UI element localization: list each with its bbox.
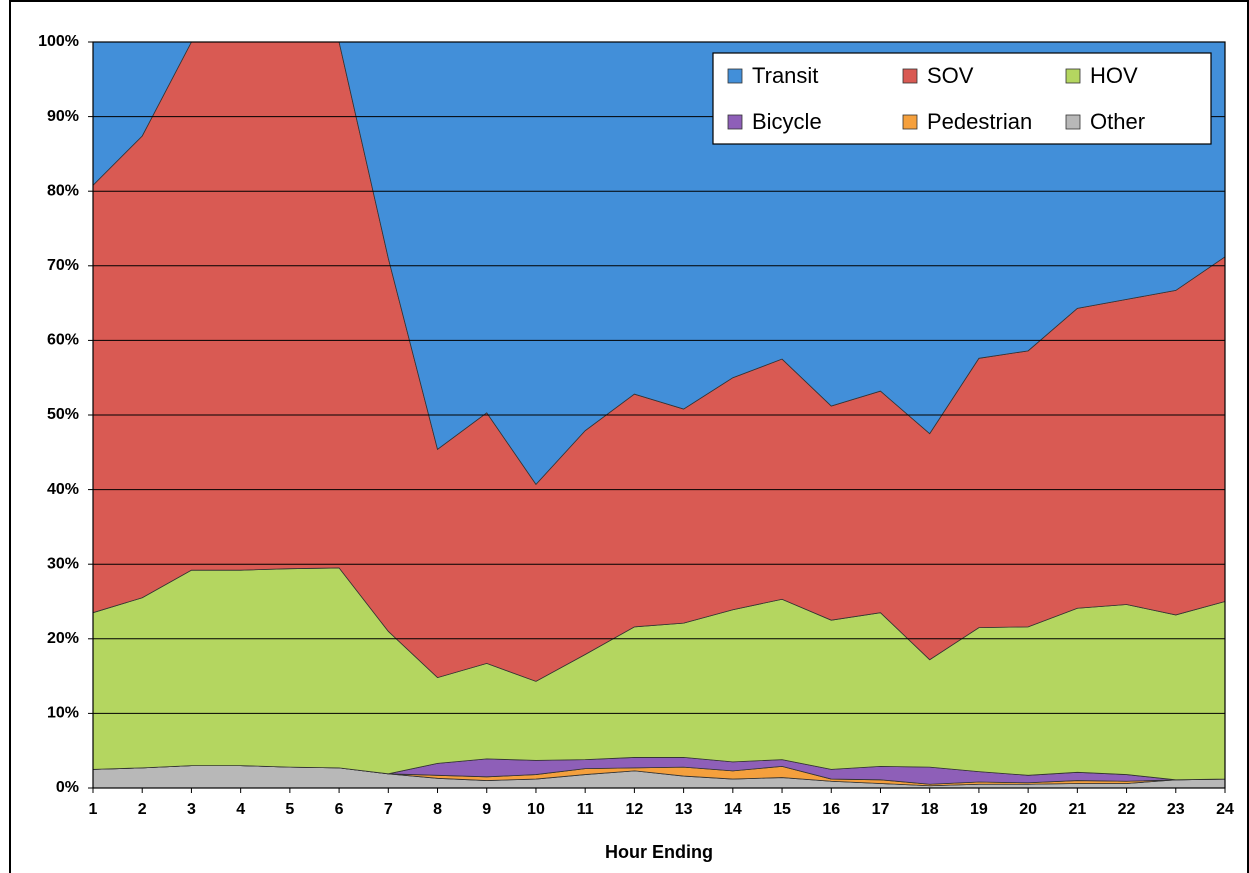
x-tick-label: 18 bbox=[921, 801, 939, 818]
x-tick-label: 22 bbox=[1118, 801, 1136, 818]
x-tick-label: 3 bbox=[187, 801, 196, 818]
y-tick-label: 60% bbox=[47, 332, 79, 349]
x-tick-label: 9 bbox=[482, 801, 491, 818]
legend-label: Bicycle bbox=[752, 109, 822, 134]
y-tick-label: 0% bbox=[56, 779, 79, 796]
x-tick-label: 6 bbox=[335, 801, 344, 818]
x-tick-label: 7 bbox=[384, 801, 393, 818]
legend-label: Transit bbox=[752, 63, 818, 88]
y-tick-label: 40% bbox=[47, 481, 79, 498]
x-tick-label: 19 bbox=[970, 801, 988, 818]
x-tick-label: 10 bbox=[527, 801, 545, 818]
x-tick-label: 13 bbox=[675, 801, 693, 818]
legend-swatch bbox=[727, 68, 743, 84]
x-tick-label: 23 bbox=[1167, 801, 1185, 818]
plot-border bbox=[92, 41, 1226, 789]
legend-swatch bbox=[1065, 68, 1081, 84]
legend-swatch bbox=[902, 68, 918, 84]
x-tick-label: 1 bbox=[89, 801, 98, 818]
y-tick-label: 20% bbox=[47, 630, 79, 647]
y-tick-label: 10% bbox=[47, 705, 79, 722]
legend-swatch bbox=[902, 114, 918, 130]
plot-area bbox=[92, 41, 1226, 789]
x-tick-label: 11 bbox=[577, 801, 594, 818]
x-tick-label: 24 bbox=[1216, 801, 1234, 818]
y-tick-label: 80% bbox=[47, 182, 79, 199]
frame bbox=[9, 0, 1249, 873]
legend-swatch bbox=[1065, 114, 1081, 130]
y-tick-label: 100% bbox=[38, 33, 79, 50]
x-tick-label: 20 bbox=[1019, 801, 1037, 818]
x-tick-label: 16 bbox=[822, 801, 840, 818]
legend-label: HOV bbox=[1090, 63, 1138, 88]
x-tick-label: 21 bbox=[1068, 801, 1086, 818]
x-tick-label: 12 bbox=[625, 801, 643, 818]
x-tick-label: 14 bbox=[724, 801, 742, 818]
y-tick-label: 50% bbox=[47, 406, 79, 423]
y-tick-label: 70% bbox=[47, 257, 79, 274]
y-tick-label: 30% bbox=[47, 555, 79, 572]
legend-box bbox=[712, 52, 1212, 145]
legend-label: SOV bbox=[927, 63, 974, 88]
x-tick-label: 4 bbox=[236, 801, 245, 818]
x-tick-label: 15 bbox=[773, 801, 791, 818]
x-tick-label: 2 bbox=[138, 801, 147, 818]
x-axis-title: Hour Ending bbox=[605, 842, 713, 862]
legend-label: Pedestrian bbox=[927, 109, 1032, 134]
y-tick-label: 90% bbox=[47, 108, 79, 125]
x-tick-label: 17 bbox=[872, 801, 890, 818]
legend-swatch bbox=[727, 114, 743, 130]
legend-label: Other bbox=[1090, 109, 1145, 134]
x-tick-label: 5 bbox=[285, 801, 294, 818]
x-tick-label: 8 bbox=[433, 801, 442, 818]
